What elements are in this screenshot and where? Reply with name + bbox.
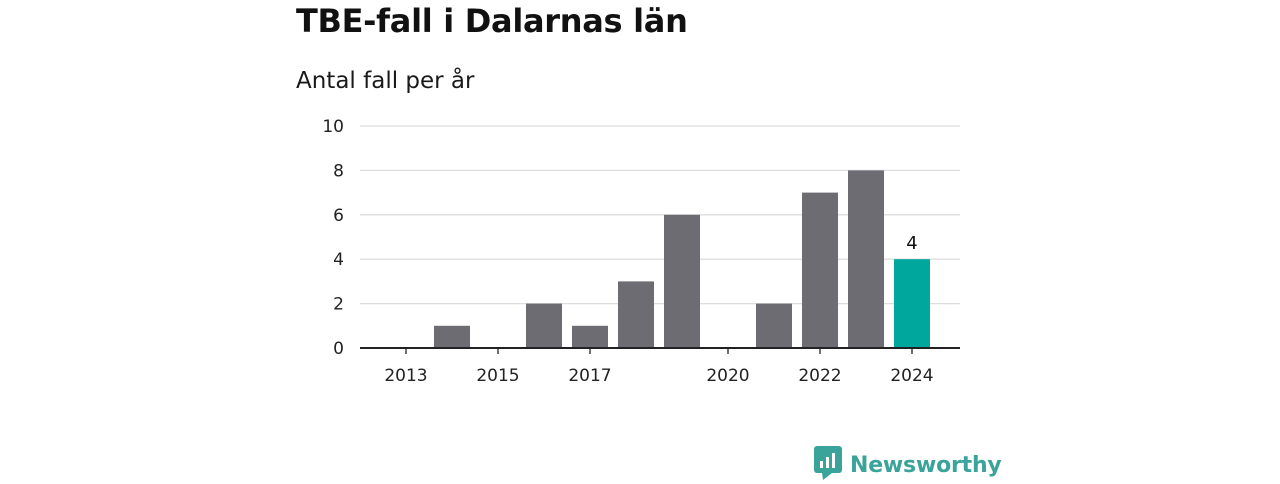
newsworthy-logo-icon (814, 446, 842, 484)
bar-2021 (756, 303, 792, 348)
bar-2018 (618, 281, 654, 348)
chart-subtitle: Antal fall per år (296, 68, 475, 94)
x-tick-label: 2020 (706, 366, 749, 386)
x-tick-label: 2022 (798, 366, 841, 386)
bar-2017 (572, 325, 608, 348)
x-tick-label: 2015 (476, 366, 519, 386)
bar-2024 (894, 259, 930, 348)
y-tick-label: 2 (333, 295, 344, 315)
x-tick-label: 2024 (890, 366, 933, 386)
bar-2016 (526, 303, 562, 348)
x-tick-label: 2017 (568, 366, 611, 386)
y-tick-label: 6 (333, 206, 344, 226)
y-tick-label: 0 (333, 339, 344, 359)
y-tick-label: 8 (333, 161, 344, 181)
bar-2014 (434, 325, 470, 348)
x-tick-label: 2013 (384, 366, 427, 386)
x-axis-ticks: 2013 2015 2017 2020 2022 2024 (384, 348, 934, 386)
bar-2019 (664, 214, 700, 348)
brand-name: Newsworthy (850, 452, 1002, 478)
y-axis-ticks: 0 2 4 6 8 10 (322, 117, 344, 359)
y-tick-label: 4 (333, 250, 344, 270)
data-labels: 4 (906, 233, 917, 254)
bar-2022 (802, 192, 838, 348)
bars (434, 170, 930, 348)
newsworthy-brand[interactable]: Newsworthy (814, 446, 1002, 484)
y-tick-label: 10 (322, 117, 344, 137)
bar-2023 (848, 170, 884, 348)
data-label-2024: 4 (906, 233, 917, 254)
chart-title: TBE-fall i Dalarnas län (296, 2, 688, 40)
